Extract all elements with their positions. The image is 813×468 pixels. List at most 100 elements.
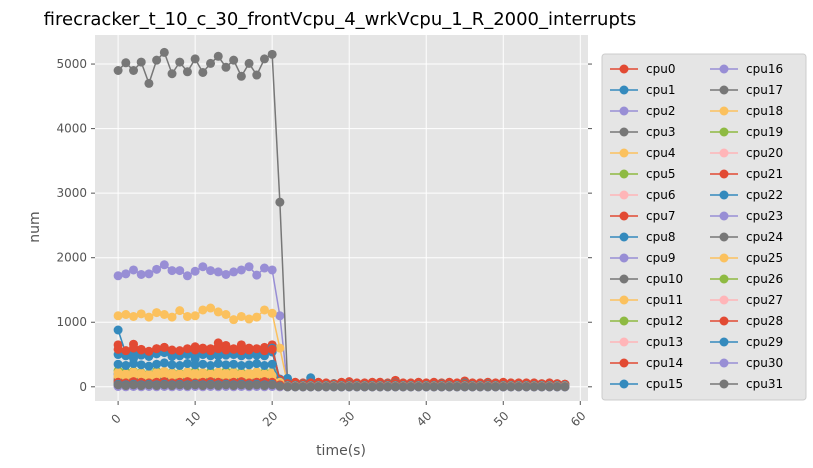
data-point: [275, 311, 285, 321]
legend-marker: [619, 316, 629, 326]
legend-label: cpu20: [746, 146, 783, 160]
data-point: [182, 311, 192, 321]
data-point: [144, 380, 154, 390]
legend-label: cpu22: [746, 188, 783, 202]
legend-marker: [619, 85, 629, 95]
legend-label: cpu10: [646, 272, 683, 286]
data-point: [267, 359, 277, 369]
data-point: [252, 371, 262, 381]
data-point: [452, 382, 462, 392]
data-point: [152, 371, 162, 381]
data-point: [121, 58, 131, 68]
data-point: [144, 312, 154, 322]
legend-item: cpu20: [710, 146, 783, 160]
data-point: [198, 359, 208, 369]
data-point: [329, 382, 339, 392]
data-point: [152, 381, 162, 391]
data-point: [236, 265, 246, 275]
legend-label: cpu12: [646, 314, 683, 328]
data-point: [144, 346, 154, 356]
data-point: [429, 382, 439, 392]
data-point: [198, 371, 208, 381]
legend-label: cpu8: [646, 230, 675, 244]
legend-label: cpu19: [746, 125, 783, 139]
data-point: [267, 380, 277, 390]
data-point: [206, 303, 216, 313]
data-point: [529, 382, 539, 392]
data-point: [267, 371, 277, 381]
y-tick-label: 4000: [56, 122, 87, 136]
data-point: [252, 270, 262, 280]
legend-marker: [619, 127, 629, 137]
data-point: [259, 370, 269, 380]
legend-marker: [719, 190, 729, 200]
data-point: [306, 382, 316, 392]
legend-marker: [719, 211, 729, 221]
data-point: [129, 380, 139, 390]
legend-marker: [719, 316, 729, 326]
data-point: [252, 312, 262, 322]
data-point: [229, 359, 239, 369]
data-point: [267, 265, 277, 275]
data-point: [460, 382, 470, 392]
data-point: [236, 71, 246, 81]
series-cpu31: [113, 380, 570, 392]
data-point: [121, 371, 131, 381]
data-point: [244, 381, 254, 391]
legend-label: cpu9: [646, 251, 675, 265]
legend-label: cpu5: [646, 167, 675, 181]
data-point: [537, 382, 547, 392]
legend-label: cpu18: [746, 104, 783, 118]
data-point: [113, 311, 123, 321]
legend-item: cpu28: [710, 314, 783, 328]
data-point: [244, 58, 254, 68]
legend-item: cpu21: [710, 167, 783, 181]
data-point: [190, 360, 200, 370]
data-point: [337, 382, 346, 392]
legend-marker: [719, 106, 729, 116]
legend-marker: [719, 85, 729, 95]
data-point: [121, 381, 131, 391]
data-point: [244, 345, 254, 355]
data-point: [213, 359, 223, 369]
data-point: [198, 262, 208, 272]
legend-label: cpu29: [746, 335, 783, 349]
data-point: [152, 55, 162, 65]
data-point: [198, 67, 208, 77]
data-point: [136, 57, 146, 67]
legend-item: cpu2: [610, 104, 675, 118]
data-point: [198, 381, 208, 391]
data-point: [367, 382, 377, 392]
legend-item: cpu16: [710, 62, 783, 76]
data-point: [129, 343, 139, 353]
data-point: [206, 346, 216, 356]
legend-marker: [719, 169, 729, 179]
legend-marker: [619, 190, 629, 200]
data-point: [167, 381, 177, 391]
data-point: [506, 382, 516, 392]
x-tick-label: 30: [337, 409, 358, 430]
legend-label: cpu4: [646, 146, 675, 160]
legend-item: cpu19: [710, 125, 783, 139]
legend-item: cpu14: [610, 356, 683, 370]
data-point: [560, 382, 570, 392]
data-point: [182, 344, 192, 354]
legend-item: cpu26: [710, 272, 783, 286]
legend-marker: [619, 253, 629, 263]
legend-item: cpu0: [610, 62, 675, 76]
legend-item: cpu4: [610, 146, 675, 160]
data-point: [252, 70, 262, 80]
data-point: [198, 305, 208, 315]
data-point: [236, 311, 246, 321]
data-point: [152, 308, 162, 318]
legend-item: cpu9: [610, 251, 675, 265]
legend-item: cpu1: [610, 83, 675, 97]
data-point: [182, 359, 192, 369]
legend-label: cpu28: [746, 314, 783, 328]
data-point: [221, 345, 231, 355]
legend-label: cpu25: [746, 251, 783, 265]
data-point: [121, 360, 131, 370]
data-point: [352, 382, 362, 392]
data-point: [175, 380, 185, 390]
data-point: [175, 346, 185, 356]
